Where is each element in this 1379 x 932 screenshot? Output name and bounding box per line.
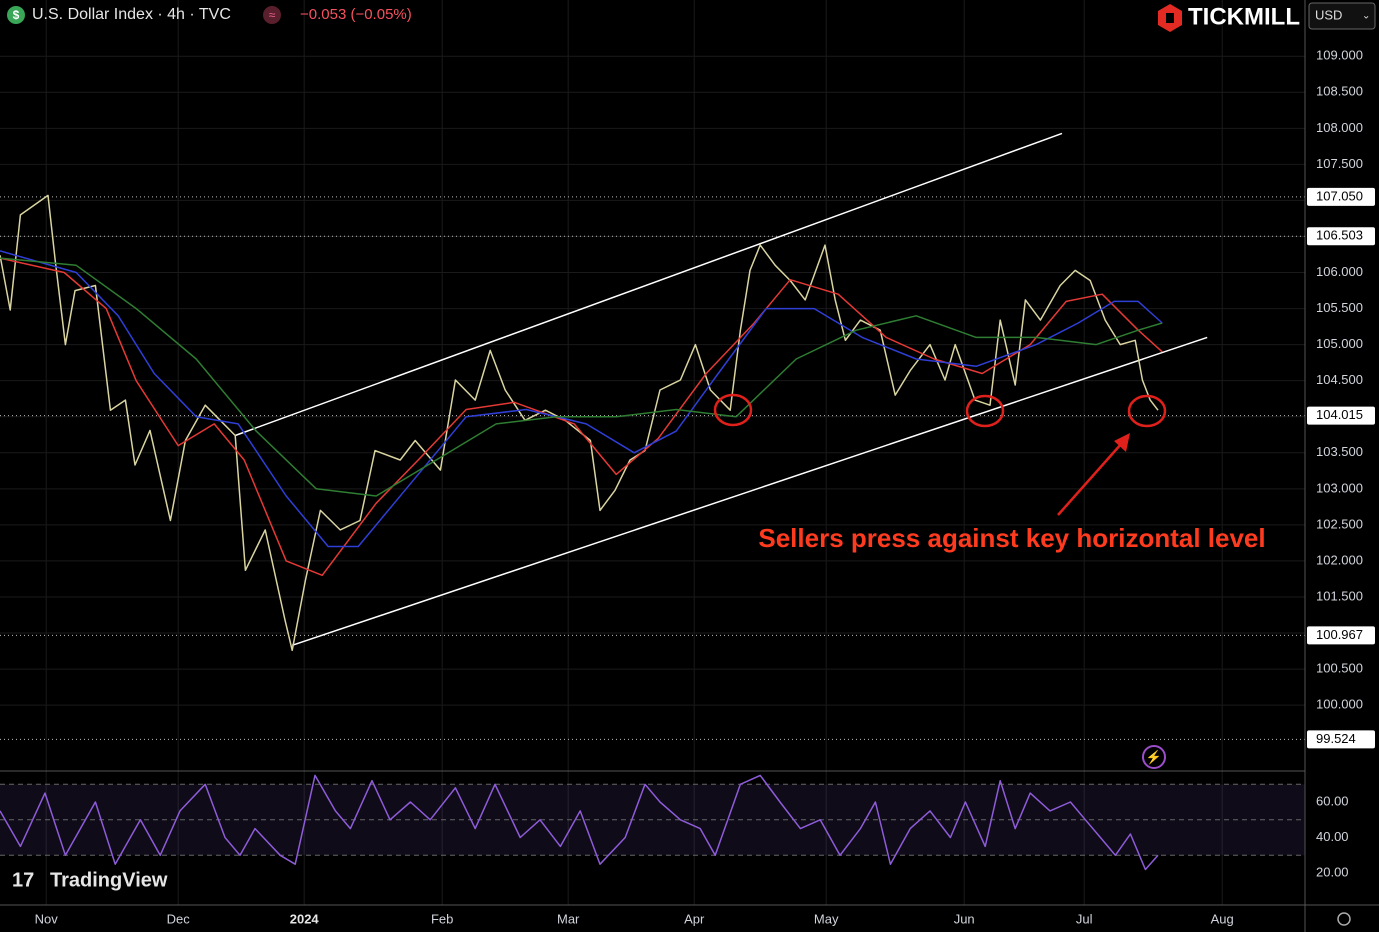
x-tick-label: Nov xyxy=(35,911,59,926)
annotation-arrowhead xyxy=(1114,433,1130,452)
y-tick-label: 104.500 xyxy=(1316,372,1363,387)
y-tick-label: 103.500 xyxy=(1316,444,1363,459)
symbol-icon xyxy=(7,6,25,24)
price-level-label: 104.015 xyxy=(1316,407,1363,422)
price-level-box xyxy=(1307,626,1375,645)
y-tick-label: 107.500 xyxy=(1316,156,1363,171)
price-level-label: 99.524 xyxy=(1316,731,1356,746)
alert-icon-glyph: ⚡ xyxy=(1146,749,1162,765)
price-change: −0.053 (−0.05%) xyxy=(300,6,412,23)
indicator-icon[interactable] xyxy=(263,6,281,24)
highlight-circle xyxy=(965,394,1005,428)
price-level-label: 107.050 xyxy=(1316,188,1363,203)
currency-caret: ⌄ xyxy=(1362,11,1370,22)
x-tick-label: Feb xyxy=(431,911,453,926)
series-line xyxy=(0,194,1159,652)
y-tick-label: 103.000 xyxy=(1316,480,1363,495)
price-level-box xyxy=(1307,730,1375,749)
highlight-circle xyxy=(713,393,753,427)
symbol-icon-glyph: $ xyxy=(13,8,20,22)
trendline xyxy=(234,132,1063,437)
annotation-arrow xyxy=(1057,442,1123,516)
y-tick-label: 100.500 xyxy=(1316,661,1363,676)
grid xyxy=(0,0,1305,905)
marks xyxy=(0,132,1208,871)
platform-logo-bg xyxy=(10,873,44,889)
series-line xyxy=(0,257,1163,577)
trendline xyxy=(291,336,1208,647)
x-tick-label: Apr xyxy=(684,911,705,926)
price-level-label: 100.967 xyxy=(1316,627,1363,642)
platform-name: TradingView xyxy=(50,869,168,891)
alert-icon[interactable] xyxy=(1142,745,1166,769)
highlight-circle xyxy=(1127,394,1167,428)
price-level-box xyxy=(1307,227,1375,246)
y-tick-label: 106.000 xyxy=(1316,264,1363,279)
settings-icon[interactable] xyxy=(1337,912,1351,926)
broker-logo-mark xyxy=(1166,13,1174,23)
x-tick-label: Jul xyxy=(1076,911,1093,926)
y-tick-label: 40.00 xyxy=(1316,829,1349,844)
x-tick-label: Dec xyxy=(167,911,191,926)
price-level-box xyxy=(1307,406,1375,425)
price-level-label: 106.503 xyxy=(1316,228,1363,243)
annotation: Sellers press against key horizontal lev… xyxy=(758,523,1265,553)
x-tick-label: Aug xyxy=(1211,911,1234,926)
x-tick-label: Jun xyxy=(954,911,975,926)
symbol-title[interactable]: U.S. Dollar Index · 4h · TVC xyxy=(32,6,231,23)
x-tick-label: Mar xyxy=(557,911,580,926)
currency-label: USD xyxy=(1315,7,1342,22)
y-tick-label: 20.00 xyxy=(1316,864,1349,879)
platform-logo: 17 xyxy=(12,869,34,891)
series-line xyxy=(0,257,1163,497)
currency-select[interactable] xyxy=(1308,2,1376,30)
y-tick-label: 108.500 xyxy=(1316,84,1363,99)
series-line xyxy=(0,250,1163,548)
y-tick-label: 105.000 xyxy=(1316,336,1363,351)
y-tick-label: 101.500 xyxy=(1316,588,1363,603)
y-tick-label: 105.500 xyxy=(1316,300,1363,315)
price-level-box xyxy=(1307,187,1375,206)
y-tick-label: 102.500 xyxy=(1316,516,1363,531)
y-tick-label: 109.000 xyxy=(1316,48,1363,63)
indicator-icon-glyph: ≈ xyxy=(269,8,276,22)
x-tick-label: 2024 xyxy=(290,911,320,926)
x-tick-label: May xyxy=(814,911,839,926)
y-tick-label: 102.000 xyxy=(1316,552,1363,567)
broker-name: TICKMILL xyxy=(1188,3,1300,30)
y-tick-label: 108.000 xyxy=(1316,120,1363,135)
y-tick-label: 100.000 xyxy=(1316,697,1363,712)
series-line xyxy=(0,774,1159,871)
y-tick-label: 60.00 xyxy=(1316,793,1349,808)
